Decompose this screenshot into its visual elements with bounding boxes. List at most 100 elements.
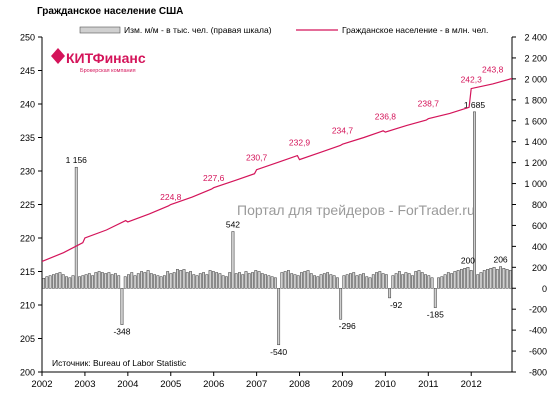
bar	[238, 272, 241, 289]
line-data-label: 230,7	[246, 152, 268, 162]
bar	[169, 273, 173, 289]
bar	[273, 277, 277, 289]
bar	[78, 276, 81, 289]
x-tick-label: 2009	[332, 379, 353, 390]
bar-data-label: 200	[461, 255, 475, 265]
bar	[58, 272, 62, 289]
bar	[482, 270, 486, 289]
bar	[349, 273, 352, 289]
bar	[176, 269, 179, 289]
bar	[241, 274, 245, 289]
right-tick-label: -200	[529, 305, 547, 315]
bar	[440, 276, 444, 289]
bar	[479, 272, 483, 289]
left-tick-label: 230	[20, 167, 35, 177]
bar	[326, 272, 330, 289]
bar	[234, 273, 238, 289]
bar	[397, 271, 401, 289]
x-tick-label: 2007	[246, 379, 267, 390]
x-tick-label: 2011	[418, 379, 438, 390]
bar	[91, 275, 95, 289]
bar	[179, 270, 183, 289]
bar	[352, 272, 356, 289]
right-tick-label: 1 600	[524, 116, 547, 126]
bar	[430, 277, 434, 289]
right-tick-label: 600	[532, 221, 547, 231]
line-data-label: 243,8	[482, 65, 504, 75]
legend-bar-label: Изм. м/м - в тыс. чел. (правая шкала)	[124, 25, 272, 35]
bar-data-label: -185	[427, 310, 444, 320]
bar	[339, 288, 343, 320]
line-data-label: 232,9	[289, 138, 311, 148]
bar	[473, 111, 476, 289]
right-tick-label: 0	[542, 284, 547, 294]
bar	[208, 270, 212, 289]
bar	[322, 273, 326, 289]
bar	[394, 273, 398, 289]
legend-line-label: Гражданское население - в млн. чел.	[342, 25, 488, 35]
bar	[264, 274, 268, 289]
bar	[486, 269, 489, 289]
bar	[329, 274, 333, 289]
bar	[130, 272, 134, 289]
bar	[345, 274, 349, 289]
bar	[224, 276, 228, 289]
bar	[280, 272, 284, 289]
line-data-label: 242,3	[461, 75, 483, 85]
bar	[417, 270, 421, 289]
bar	[231, 231, 235, 289]
bar	[211, 271, 215, 289]
x-tick-label: 2006	[203, 379, 224, 390]
logo-mark-icon	[51, 48, 65, 64]
bar	[404, 272, 408, 289]
bar	[319, 274, 323, 289]
bar	[459, 269, 463, 289]
bar	[202, 272, 205, 289]
bar	[55, 273, 59, 289]
bar	[254, 270, 258, 289]
left-tick-label: 240	[20, 100, 35, 110]
bar	[84, 274, 88, 289]
bar	[159, 276, 163, 289]
legend-bar-swatch	[79, 26, 121, 34]
logo-text: КИТФинанс	[66, 50, 146, 66]
population-line	[41, 77, 513, 262]
chart-title: Гражданское население США	[37, 6, 184, 17]
bar	[97, 271, 101, 289]
bar	[378, 271, 382, 289]
bar	[61, 274, 65, 289]
bar	[68, 277, 72, 289]
bar	[260, 273, 264, 289]
x-tick-label: 2012	[461, 379, 482, 390]
bar	[296, 275, 300, 289]
bar	[133, 275, 137, 289]
bar	[414, 271, 418, 289]
bar	[267, 275, 271, 289]
bar	[443, 274, 447, 289]
bar	[450, 273, 454, 289]
bar	[277, 288, 281, 346]
bar	[306, 270, 310, 289]
left-tick-label: 215	[20, 267, 35, 277]
right-tick-label: -800	[529, 368, 547, 378]
bar	[365, 276, 369, 289]
watermark-text: Портал для трейдеров - ForTrader.ru	[237, 202, 475, 218]
bar	[381, 273, 385, 289]
bar	[332, 275, 336, 289]
bar	[401, 274, 405, 289]
bar	[244, 271, 248, 289]
bar	[453, 271, 457, 289]
bar	[313, 275, 316, 289]
line-data-label: 224,8	[160, 192, 182, 202]
bar	[218, 273, 222, 289]
right-tick-label: 800	[532, 200, 547, 210]
bar	[104, 273, 108, 289]
line-data-label: 227,6	[203, 173, 225, 183]
bar	[463, 268, 467, 289]
right-tick-label: 200	[532, 263, 547, 273]
bar	[51, 274, 55, 289]
bar	[469, 270, 473, 289]
bar	[189, 271, 192, 289]
x-tick-label: 2004	[117, 379, 138, 390]
x-tick-label: 2010	[375, 379, 396, 390]
